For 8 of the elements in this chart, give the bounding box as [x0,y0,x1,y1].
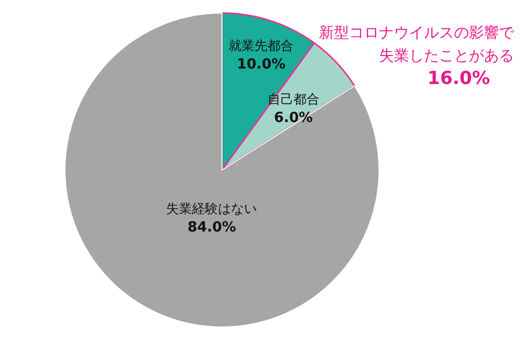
text: 新型コロナウイルスの影響で [319,24,515,42]
text: 16.0% [428,68,490,89]
data-label: 10.0% [236,56,286,72]
slice-label: 就業先都合 [228,38,294,54]
slice-label: 失業経験はない [166,202,258,217]
data-label: 84.0% [187,219,236,236]
data-label: 6.0% [274,110,313,126]
text: 失業したことがある [379,46,514,64]
